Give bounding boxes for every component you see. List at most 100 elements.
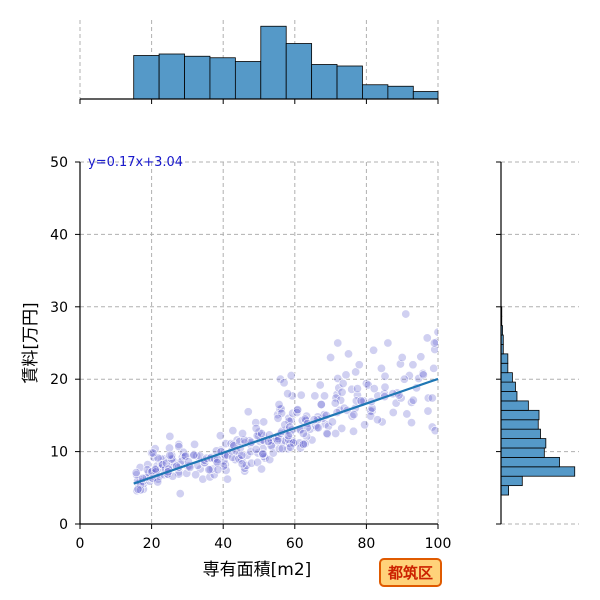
scatter-point: [242, 450, 252, 460]
x-tick-label: 100: [425, 536, 452, 552]
main-axes: 0 20 40 60 80 100 0 10 20 30 40 50: [50, 155, 451, 552]
scatter-points: [131, 309, 438, 499]
scatter-point: [427, 393, 437, 403]
scatter-point: [333, 338, 343, 348]
y-hist-bar: [500, 466, 576, 477]
scatter-point: [298, 428, 308, 438]
scatter-point: [251, 444, 261, 454]
x-hist-bar: [336, 65, 363, 100]
scatter-point: [408, 395, 418, 405]
scatter-point: [234, 454, 244, 464]
scatter-point: [222, 474, 232, 484]
scatter-point: [352, 390, 362, 400]
y-hist-bar: [500, 353, 509, 364]
y-hist-bar: [500, 475, 523, 487]
scatter-point: [351, 396, 361, 406]
scatter-point: [422, 333, 432, 343]
y-hist-bar: [500, 447, 545, 458]
y-hist-bar: [500, 362, 509, 374]
scatter-point: [288, 438, 298, 448]
scatter-point: [430, 345, 438, 355]
scatter-point: [423, 406, 433, 416]
x-hist-bar: [311, 64, 338, 100]
scatter-point: [198, 474, 208, 484]
y-tick-label: 10: [50, 445, 68, 461]
scatter-point: [190, 439, 200, 449]
scatter-point: [280, 420, 290, 430]
scatter-point: [331, 393, 341, 403]
x-hist-bar: [260, 25, 287, 100]
scatter-point: [191, 470, 201, 480]
scatter-point: [273, 436, 283, 446]
scatter-point: [293, 405, 303, 415]
scatter-point: [251, 423, 261, 433]
scatter-point: [243, 407, 253, 417]
scatter-point: [383, 338, 393, 348]
scatter-point: [427, 422, 437, 432]
scatter-point: [215, 431, 225, 441]
scatter-point: [349, 410, 359, 420]
scatter-point: [429, 363, 438, 373]
scatter-point: [175, 489, 185, 499]
scatter-point: [273, 413, 283, 423]
scatter-point: [212, 457, 222, 467]
scatter-point: [228, 426, 238, 436]
y-hist-bar: [500, 456, 560, 468]
x-tick-label: 40: [214, 536, 232, 552]
scatter-point: [204, 465, 214, 475]
scatter-point: [292, 408, 302, 418]
scatter-point: [277, 408, 287, 418]
scatter-point: [310, 391, 320, 401]
scatter-point: [287, 391, 297, 401]
scatter-point: [298, 439, 308, 449]
y-marginal-histogram: [496, 161, 579, 525]
x-hist-bar: [209, 57, 236, 100]
scatter-point: [148, 448, 158, 458]
scatter-point: [257, 464, 267, 474]
scatter-point: [246, 447, 256, 457]
y-hist-bar: [500, 409, 540, 421]
scatter-point: [189, 450, 199, 460]
scatter-point: [165, 431, 175, 441]
scatter-point: [376, 363, 386, 373]
x-tick-label: 60: [286, 536, 304, 552]
scatter-point: [322, 428, 332, 438]
scatter-point: [326, 352, 336, 362]
y-tick-label: 40: [50, 227, 68, 243]
scatter-point: [338, 379, 348, 389]
scatter-point: [268, 448, 278, 458]
scatter-point: [327, 417, 337, 427]
scatter-point: [331, 428, 341, 438]
scatter-point: [252, 431, 262, 441]
scatter-point: [133, 484, 143, 494]
regression-line: [133, 377, 439, 485]
scatter-point: [286, 371, 296, 381]
scatter-point: [430, 426, 438, 436]
scatter-point: [174, 439, 184, 449]
scatter-point: [151, 464, 161, 474]
x-marginal-histogram: [79, 20, 439, 104]
scatter-point: [221, 439, 231, 449]
scatter-point: [283, 431, 293, 441]
scatter-point: [352, 384, 362, 394]
scatter-point: [313, 423, 323, 433]
scatter-point: [402, 409, 412, 419]
scatter-point: [240, 466, 250, 476]
scatter-point: [192, 451, 202, 461]
x-hist-bar: [362, 84, 389, 100]
y-hist-bar: [500, 428, 541, 439]
y-hist-bar: [500, 485, 509, 496]
x-axis-title: 専有面積[m2]: [203, 560, 312, 580]
x-hist-bar: [184, 55, 211, 100]
scatter-point: [337, 387, 347, 397]
scatter-point: [351, 367, 361, 377]
y-axis-title: 賃料[万円]: [21, 302, 41, 383]
scatter-point: [337, 423, 347, 433]
scatter-point: [180, 452, 190, 462]
scatter-point: [274, 400, 284, 410]
scatter-point: [408, 360, 418, 370]
scatter-point: [259, 417, 269, 427]
scatter-point: [258, 449, 268, 459]
scatter-point: [429, 338, 438, 348]
scatter-point: [286, 442, 296, 452]
